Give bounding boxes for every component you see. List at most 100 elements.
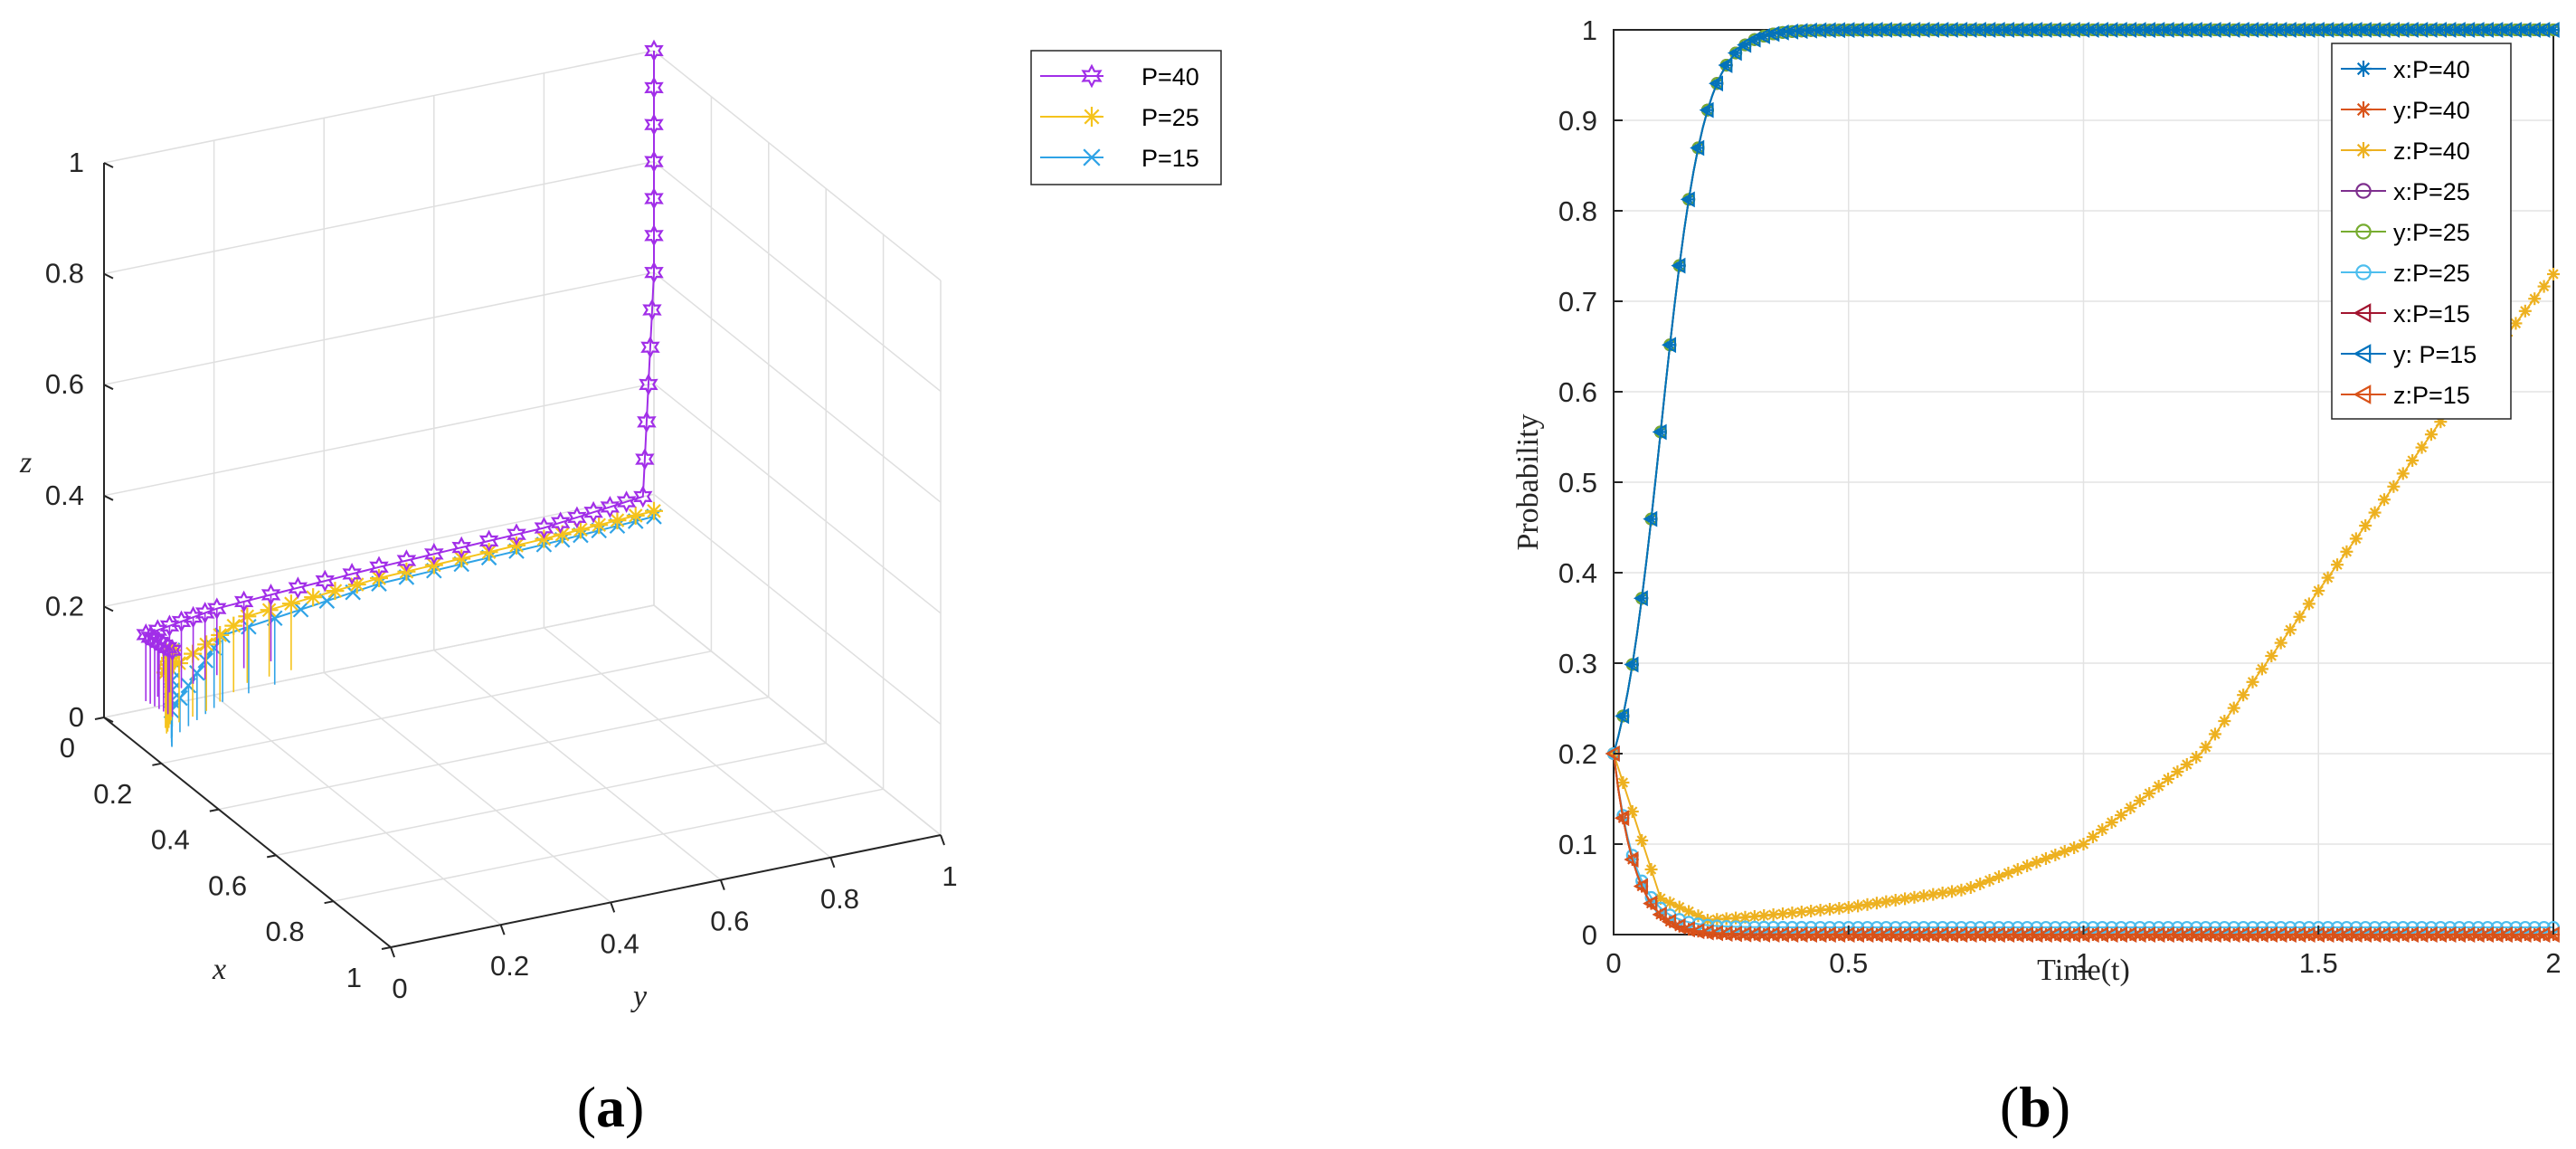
panel-b-legend-entry: y:P=40 [2341, 97, 2470, 124]
panel-b-legend-entry: y:P=25 [2341, 219, 2470, 246]
panel-a-marker [550, 511, 571, 535]
panel-a-marker [507, 523, 526, 546]
panel-b-marker [2396, 467, 2410, 480]
panel-a-marker [583, 500, 603, 524]
panel-b-x-tick-label: 0 [1605, 947, 1621, 979]
panel-b-marker [2406, 454, 2420, 467]
panel-a-floor-grid-line [433, 650, 722, 881]
panel-b-legend-label: y:P=40 [2393, 97, 2470, 124]
panel-b-marker [1804, 905, 1818, 917]
panel-a-y-tick-mark [940, 834, 945, 846]
panel-b-marker [1699, 101, 1714, 119]
panel-a-marker [642, 299, 662, 321]
panel-a-y-tick-mark [499, 924, 506, 935]
panel-a-marker [211, 625, 230, 644]
panel-b-marker [1709, 75, 1723, 92]
panel-b-y-tick-label: 0.1 [1558, 829, 1597, 860]
panel-b-marker [1662, 913, 1677, 930]
panel-b-y-tick-label: 1 [1582, 14, 1597, 46]
panel-b-y-tick-label: 0.8 [1558, 195, 1597, 227]
panel-b-marker [2265, 650, 2278, 662]
panel-b-marker [2302, 597, 2316, 611]
panel-b-marker [1652, 423, 1667, 441]
panel-a-z-tick-mark [103, 717, 114, 723]
panel-b-y-axis-label: Probability [1511, 413, 1545, 550]
panel-a-z-tick-mark [103, 494, 114, 501]
panel-a-z-tick-mark [103, 605, 114, 612]
panel-a-marker [644, 76, 664, 100]
panel-b-marker [2544, 22, 2560, 38]
panel-a-marker [315, 569, 335, 593]
panel-b-label: (b) [2000, 1075, 2070, 1139]
panel-a-wall-grid-line [653, 383, 942, 614]
panel-b-marker [1671, 917, 1686, 935]
panel-a-y-tick-label: 0.2 [490, 950, 529, 982]
panel-b-legend-marker [2353, 344, 2372, 364]
panel-b-marker [1964, 881, 1977, 894]
panel-b-legend-label: x:P=40 [2393, 56, 2470, 83]
panel-b-marker [2115, 809, 2128, 821]
panel-a-floor-grid-line [333, 788, 884, 902]
panel-a-wall-grid-line [653, 493, 942, 725]
panel-a-marker [233, 590, 254, 613]
panel-a-marker [326, 582, 345, 601]
panel-a-marker [238, 607, 257, 626]
panel-a-marker [154, 633, 174, 657]
panel-b-marker [2237, 688, 2250, 702]
panel-b-marker [2284, 623, 2297, 637]
panel-b-legend-marker [2355, 264, 2372, 280]
panel-b-legend-label: z:P=15 [2393, 382, 2470, 409]
panel-a-marker [260, 584, 281, 606]
panel-b-legend-entry: z:P=15 [2341, 382, 2470, 409]
panel-b-x-tick-label: 1 [2076, 947, 2091, 979]
panel-a-marker [571, 520, 590, 539]
panel-a-legend-marker [1083, 148, 1101, 166]
panel-b-marker [1633, 878, 1648, 895]
panel-a-y-axis-line [390, 834, 942, 948]
panel-b-marker [1974, 878, 1987, 890]
panel-b-marker [2312, 584, 2325, 597]
panel-a-z-tick-label: 0 [69, 701, 84, 733]
panel-b-legend-entry: x:P=25 [2341, 178, 2470, 205]
panel-a-legend-marker [1082, 107, 1102, 127]
panel-b-legend-label: x:P=25 [2393, 178, 2470, 205]
panel-b-marker [1718, 57, 1733, 73]
panel-a-marker [224, 616, 243, 635]
panel-a-marker [534, 517, 554, 539]
panel-a-legend-label: P=15 [1141, 145, 1199, 172]
panel-b-marker [2171, 765, 2184, 778]
panel-a-legend-entry: P=15 [1040, 145, 1199, 172]
panel-b-marker [2349, 532, 2363, 546]
panel-a-marker [616, 490, 637, 513]
panel-a-legend: P=40 P=25 P=15 [1030, 50, 1222, 185]
panel-a-marker [318, 593, 336, 609]
panel-b-y-tick-label: 0.3 [1558, 648, 1597, 679]
panel-b-marker [1757, 909, 1771, 922]
panel-b-marker [2180, 758, 2193, 771]
panel-b-marker [2152, 780, 2165, 793]
panel-b-legend-marker [2355, 142, 2372, 158]
panel-b-x-axis-label: Time(t) [2037, 954, 2130, 987]
panel-a-floor-grid-line [543, 627, 831, 859]
panel-b-marker [2086, 831, 2099, 843]
panel-b-marker [2143, 787, 2156, 800]
panel-b-marker [2518, 304, 2532, 318]
panel-b-y-tick-label: 0.4 [1558, 557, 1597, 589]
panel-b-marker [2124, 802, 2137, 814]
panel-b-marker [2058, 845, 2071, 858]
panel-b-marker [2011, 863, 2024, 876]
panel-b-marker [1671, 257, 1686, 274]
panel-b-marker [1633, 590, 1648, 607]
panel-b-x-tick-label: 0.5 [1829, 947, 1868, 979]
panel-b-marker [1615, 810, 1630, 827]
panel-a-series-line [144, 51, 655, 651]
panel-a-marker [342, 563, 362, 585]
panel-a-marker [396, 549, 417, 572]
panel-b-marker [1616, 776, 1630, 789]
panel-a-legend-marker [1081, 63, 1103, 89]
panel-b-marker [2077, 838, 2090, 850]
panel-b-y-tick-label: 0.5 [1558, 467, 1597, 499]
panel-a-series-P=15 [163, 508, 662, 747]
panel-b-x-tick-label: 1.5 [2299, 947, 2338, 979]
panel-b-marker [1842, 901, 1855, 914]
